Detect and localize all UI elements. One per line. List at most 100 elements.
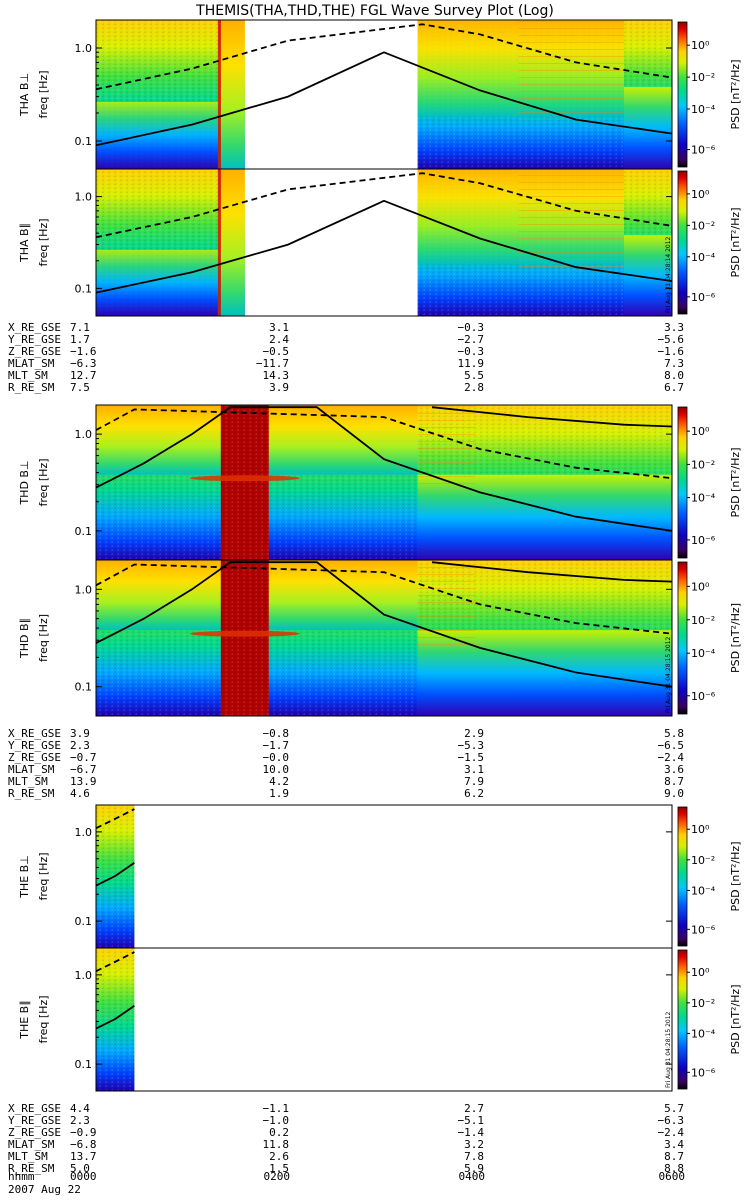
date-label: 2007 Aug 22 — [8, 1183, 81, 1196]
ephemeris-value: −1.4 — [458, 1126, 485, 1139]
timestamp-stamp: Fri Aug 31 04:28:14 2012 — [665, 236, 672, 313]
ephemeris-value: 11.9 — [458, 357, 485, 370]
overlay-line-solid — [95, 1005, 135, 1030]
panel-title: THA B⊥ — [18, 73, 31, 117]
ephemeris-value: −0.3 — [458, 321, 485, 334]
ephemeris-value: 4.2 — [269, 775, 289, 788]
ephemeris-value: −1.6 — [658, 345, 685, 358]
colorbar-label: PSD [nT²/Hz] — [729, 207, 742, 277]
ephemeris-value: 6.2 — [464, 787, 484, 800]
panel-ylabel: freq [Hz] — [37, 458, 50, 506]
ephemeris-value: −5.6 — [658, 333, 685, 346]
ephemeris-value: 3.6 — [664, 763, 684, 776]
panel-ylabel: freq [Hz] — [37, 614, 50, 662]
ephemeris-value: 4.4 — [70, 1102, 90, 1115]
panel-ylabel: freq [Hz] — [37, 995, 50, 1043]
colorbar — [677, 170, 688, 315]
ephemeris-value: 3.1 — [269, 321, 289, 334]
colorbar-label: PSD [nT²/Hz] — [729, 984, 742, 1054]
colorbar-tick-label: 10⁻⁴ — [691, 884, 716, 897]
overlay-line-dashed — [95, 172, 673, 239]
ephemeris-value: −6.3 — [70, 357, 97, 370]
spectrum-emission-line — [189, 630, 300, 637]
time-tick-label: 0400 — [459, 1170, 486, 1183]
ephemeris-value: 3.9 — [269, 381, 289, 394]
colorbar-tick-label: 10⁻⁴ — [691, 647, 716, 660]
ephemeris-value: 3.2 — [464, 1138, 484, 1151]
spectrum-low-band — [96, 101, 221, 169]
ephemeris-row-label: R_RE_SM — [8, 381, 55, 394]
colorbar — [677, 561, 688, 715]
ephemeris-value: 6.7 — [664, 381, 684, 394]
time-footer: hhmm 2007 Aug 22 0000 0200 0400 0600 — [8, 1170, 685, 1196]
panel-title: THA B∥ — [18, 223, 31, 263]
panel-4: 1.0 0.1 THD B∥ freq [Hz] Fri Aug 31 04:28:15… — [18, 559, 742, 717]
ephemeris-value: 7.9 — [464, 775, 484, 788]
panel-background — [96, 805, 672, 948]
colorbar — [677, 949, 688, 1090]
ephemeris-row-label: MLT_SM — [8, 1150, 48, 1163]
ephemeris-the: X_RE_GSE 4.4 −1.1 2.7 5.7 Y_RE_GSE 2.3 −1.0 −5.1… — [8, 1102, 684, 1175]
ephemeris-value: −0.0 — [263, 751, 290, 764]
colorbar-tick-label: 10⁻² — [691, 614, 715, 627]
ephemeris-value: 3.3 — [664, 321, 684, 334]
panel-2: 1.0 0.1 THA B∥ freq [Hz] Fri Aug 31 04:28:14… — [18, 168, 742, 317]
panel-6: 1.0 0.1 THE B∥ freq [Hz] Fri Aug 31 04:28:15… — [18, 947, 742, 1092]
panel-title: THD B∥ — [18, 618, 31, 659]
colorbar-tick-label: 10⁰ — [691, 823, 710, 836]
ephemeris-value: −11.7 — [256, 357, 289, 370]
ephemeris-value: 8.0 — [664, 369, 684, 382]
ephemeris-value: 12.7 — [70, 369, 97, 382]
ephemeris-value: 5.7 — [664, 1102, 684, 1115]
panel-5: 1.0 0.1 THE B⊥ freq [Hz] 10⁰ 10⁻² 10⁻⁴ 10⁻⁶ PSD … — [18, 804, 742, 949]
overlay-line-solid — [95, 561, 673, 688]
ephemeris-value: −5.3 — [458, 739, 485, 752]
ephemeris-value: 2.8 — [464, 381, 484, 394]
spectrum-active-region — [217, 169, 245, 316]
time-tick-label: 0000 — [70, 1170, 97, 1183]
ephemeris-value: −1.0 — [263, 1114, 290, 1127]
ephemeris-row-label: Y_RE_GSE — [8, 333, 61, 346]
ephemeris-row-label: Z_RE_GSE — [8, 751, 61, 764]
overlay-line-solid — [95, 51, 673, 147]
ephemeris-value: 7.8 — [464, 1150, 484, 1163]
spectrum-active-region — [217, 20, 245, 169]
panel-ylabel: freq [Hz] — [37, 218, 50, 266]
time-ticks: 0000 0200 0400 0600 — [70, 1170, 685, 1183]
overlay-line-solid — [431, 406, 673, 428]
colorbar-tick-label: 10⁻⁶ — [691, 1066, 716, 1079]
spectrum-emission-line — [189, 475, 300, 482]
panel-title: THE B∥ — [18, 1000, 31, 1039]
ephemeris-value: 10.0 — [263, 763, 290, 776]
ephemeris-tha: X_RE_GSE 7.1 3.1 −0.3 3.3Y_RE_GSE 1.7 2.4 −2.7−… — [8, 321, 684, 394]
ephemeris-value: 5.9 — [464, 1162, 484, 1175]
colorbar-tick-label: 10⁰ — [691, 966, 710, 979]
panel-3: 1.0 0.1 THD B⊥ freq [Hz] 10⁰ 10⁻² 10⁻⁴ 10⁻⁶ PSD … — [18, 404, 742, 561]
spectrogram-panels: 1.0 0.1 THA B⊥ freq [Hz] 10⁰ 10⁻² 10⁻⁴ 10⁻⁶ PSD … — [18, 19, 742, 1092]
ephemeris-value: 3.9 — [70, 727, 90, 740]
ephemeris-value: −0.3 — [458, 345, 485, 358]
ephemeris-row-label: MLAT_SM — [8, 1138, 55, 1151]
overlay-line-dashed — [95, 808, 135, 830]
ephemeris-value: −1.7 — [263, 739, 290, 752]
ephemeris-value: 14.3 — [263, 369, 290, 382]
ephemeris-value: 1.7 — [70, 333, 90, 346]
ephemeris-row-label: MLT_SM — [8, 369, 48, 382]
spectrum-low-band — [96, 249, 221, 316]
ephemeris-value: 13.9 — [70, 775, 97, 788]
colorbar-tick-label: 10⁰ — [691, 580, 710, 593]
y-tick-label: 1.0 — [75, 826, 93, 839]
ephemeris-value: −2.4 — [658, 751, 685, 764]
time-tick-label: 0600 — [659, 1170, 686, 1183]
ephemeris-row-label: Y_RE_GSE — [8, 739, 61, 752]
figure-title: THEMIS(THA,THD,THE) FGL Wave Survey Plot… — [195, 3, 554, 19]
ephemeris-value: 7.5 — [70, 381, 90, 394]
ephemeris-row-label: X_RE_GSE — [8, 321, 61, 334]
ephemeris-value: −2.7 — [458, 333, 485, 346]
colorbar-tick-label: 10⁰ — [691, 188, 710, 201]
colorbar-tick-label: 10⁻² — [691, 219, 715, 232]
ephemeris-value: 5.5 — [464, 369, 484, 382]
ephemeris-value: −6.7 — [70, 763, 97, 776]
ephemeris-row-label: Z_RE_GSE — [8, 1126, 61, 1139]
overlay-line-solid — [431, 561, 673, 583]
